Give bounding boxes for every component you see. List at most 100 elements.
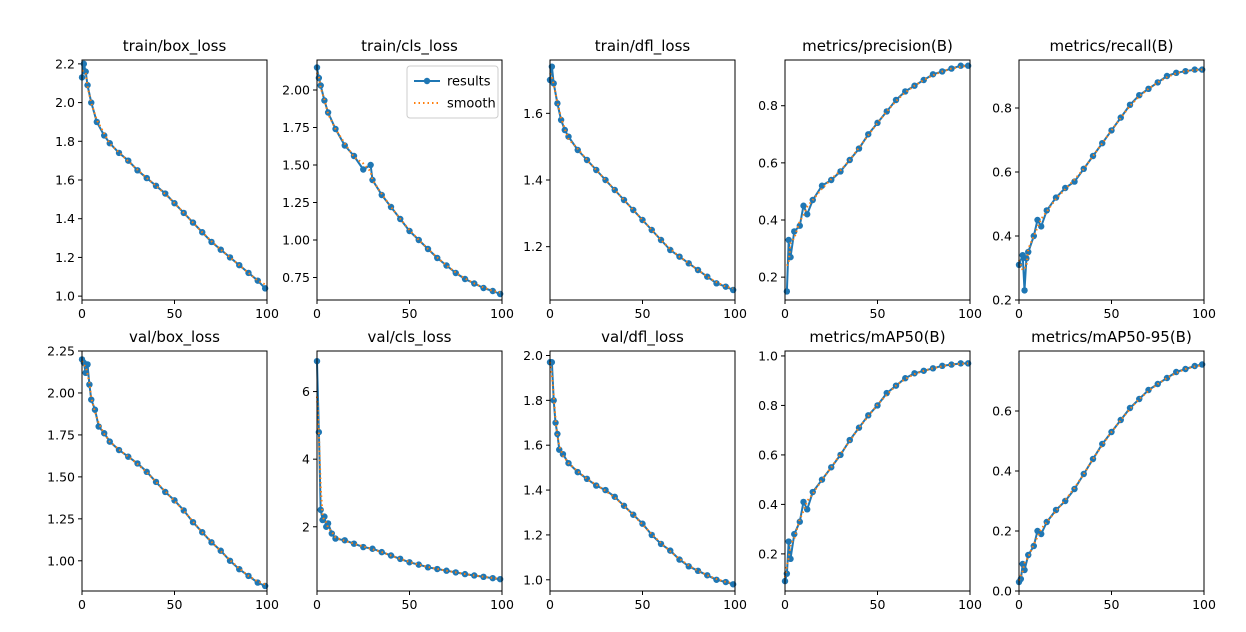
- x-tick-label: 100: [958, 597, 982, 612]
- y-tick-label: 0.2: [992, 293, 1012, 308]
- subplot-title: val/box_loss: [129, 328, 220, 347]
- y-tick-label: 6: [302, 384, 310, 399]
- y-tick-label: 1.0: [55, 289, 75, 304]
- results-point: [95, 423, 102, 430]
- subplot-5: val/box_loss 0 50 100 1.00 1.25 1.50 1.75 2.00 2.…: [47, 328, 279, 612]
- results-point: [787, 253, 794, 261]
- results-point: [434, 565, 441, 573]
- results-point: [804, 211, 811, 218]
- y-tick-label: 0.8: [758, 398, 778, 413]
- x-tick-label: 100: [1192, 306, 1216, 321]
- x-tick-label: 100: [255, 597, 279, 612]
- results-point: [106, 140, 113, 147]
- results-point: [245, 269, 252, 277]
- subplot-4: metrics/recall(B) 0 50 100 0.2 0.4 0.6 0.8: [992, 37, 1216, 321]
- results-point: [1080, 470, 1087, 478]
- results-point: [1038, 223, 1045, 230]
- subplot-title: val/dfl_loss: [601, 328, 684, 347]
- subplot-3: metrics/precision(B) 0 50 100 0.2 0.4 0.6 0.8: [758, 37, 982, 321]
- results-point: [620, 502, 628, 509]
- results-point: [424, 564, 432, 571]
- results-point: [226, 557, 234, 564]
- smooth-series-line: [1018, 364, 1203, 581]
- subplot-2: train/dfl_loss 0 50 100 1.2 1.4 1.6: [523, 37, 747, 321]
- results-point: [143, 174, 150, 182]
- results-point: [657, 236, 665, 244]
- results-point: [657, 540, 665, 548]
- results-point: [321, 97, 328, 104]
- subplot-title: train/cls_loss: [361, 37, 458, 56]
- axes-frame: [549, 59, 736, 301]
- results-point: [602, 176, 609, 184]
- results-point: [791, 228, 798, 235]
- results-point: [1089, 455, 1097, 463]
- results-point: [86, 381, 93, 388]
- x-tick-label: 0: [546, 597, 554, 612]
- subplot-7: val/dfl_loss 0 50 100 1.0 1.2 1.4 1.6 1.8 2.0: [523, 328, 747, 612]
- x-tick-label: 0: [1015, 306, 1023, 321]
- y-tick-label: 2: [302, 519, 310, 534]
- results-point: [217, 547, 224, 554]
- results-point: [397, 555, 404, 563]
- smooth-series-line: [549, 72, 734, 290]
- results-point: [611, 493, 618, 500]
- results-series-line: [549, 65, 734, 291]
- results-point: [1089, 152, 1097, 160]
- x-tick-label: 100: [490, 597, 514, 612]
- subplot-0: train/box_loss 0 50 100 1.0 1.2 1.4 1.6 1.8 2.0 2.…: [55, 37, 279, 321]
- results-point: [1163, 72, 1171, 80]
- y-tick-label: 1.6: [523, 106, 543, 121]
- results-point: [1108, 127, 1115, 134]
- y-tick-label: 1.50: [282, 158, 310, 173]
- results-point: [1021, 287, 1028, 294]
- smooth-series-line: [784, 362, 969, 578]
- legend-smooth-label: smooth: [447, 97, 496, 112]
- results-point: [489, 574, 496, 582]
- y-tick-label: 2.2: [55, 56, 75, 71]
- y-tick-label: 1.2: [523, 527, 543, 542]
- results-point: [317, 506, 324, 514]
- results-point: [1071, 178, 1078, 185]
- y-tick-label: 0.8: [992, 101, 1012, 116]
- x-tick-label: 0: [78, 306, 86, 321]
- results-point: [152, 182, 160, 190]
- axes-frame: [784, 350, 971, 592]
- results-point: [369, 545, 376, 552]
- results-point: [1021, 566, 1028, 574]
- y-tick-label: 4: [302, 452, 310, 467]
- y-tick-label: 0.6: [758, 155, 778, 170]
- results-point: [1023, 255, 1030, 262]
- y-tick-label: 1.8: [523, 393, 543, 408]
- x-tick-label: 50: [870, 597, 886, 612]
- y-tick-label: 0.4: [758, 213, 778, 228]
- results-point: [796, 518, 803, 525]
- results-point: [1145, 85, 1152, 93]
- y-tick-label: 2.00: [282, 83, 310, 98]
- legend-box: [406, 65, 499, 119]
- x-tick-label: 100: [490, 306, 514, 321]
- results-series-line: [784, 362, 969, 582]
- x-tick-label: 50: [635, 597, 651, 612]
- legend-results-label: results: [447, 75, 491, 90]
- results-point: [1173, 69, 1180, 77]
- x-tick-label: 0: [1015, 597, 1023, 612]
- x-tick-label: 0: [781, 597, 789, 612]
- subplot-title: metrics/mAP50-95(B): [1031, 328, 1192, 346]
- results-point: [350, 540, 358, 547]
- results-point: [332, 535, 339, 542]
- y-tick-label: 1.0: [523, 572, 543, 587]
- y-tick-label: 0.0: [992, 584, 1012, 599]
- y-tick-label: 1.8: [55, 134, 75, 149]
- results-point: [676, 556, 683, 563]
- subplot-title: metrics/mAP50(B): [809, 328, 945, 346]
- results-point: [1117, 114, 1124, 121]
- subplot-title: metrics/recall(B): [1049, 37, 1173, 55]
- results-point: [550, 80, 557, 87]
- y-tick-label: 1.0: [758, 348, 778, 363]
- x-tick-label: 0: [313, 306, 321, 321]
- x-tick-label: 50: [167, 306, 183, 321]
- results-point: [791, 530, 798, 538]
- axes-frame: [81, 350, 268, 592]
- x-tick-label: 50: [402, 306, 418, 321]
- results-point: [101, 430, 108, 437]
